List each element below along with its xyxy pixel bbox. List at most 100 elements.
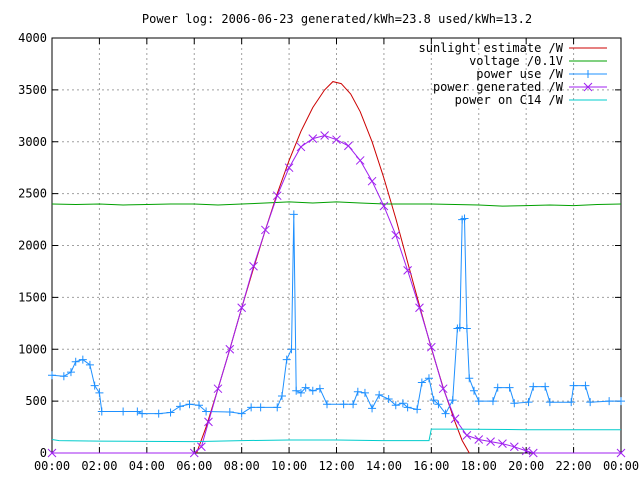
data-point — [616, 448, 626, 458]
data-point — [462, 324, 471, 333]
data-point — [202, 407, 211, 416]
data-point — [434, 400, 443, 409]
data-point — [450, 414, 460, 424]
data-point — [339, 400, 348, 409]
data-point — [438, 384, 448, 394]
data-point — [197, 442, 206, 452]
data-point — [493, 383, 502, 392]
legend-entry: sunlight estimate /W — [419, 41, 607, 55]
data-point — [441, 409, 450, 418]
x-tick-label: 22:00 — [556, 459, 592, 473]
data-point — [247, 403, 256, 412]
data-point — [398, 399, 407, 408]
x-tick-label: 20:00 — [508, 459, 544, 473]
data-point — [71, 357, 80, 366]
y-tick-label: 500 — [25, 394, 47, 408]
y-tick-label: 2000 — [18, 239, 47, 253]
x-tick-label: 02:00 — [81, 459, 117, 473]
data-point — [78, 355, 87, 364]
data-point — [509, 442, 519, 452]
data-point — [176, 402, 185, 411]
data-point — [529, 382, 538, 391]
data-point — [320, 131, 329, 140]
legend-label: voltage /0.1V — [469, 54, 563, 68]
y-tick-label: 1500 — [18, 290, 47, 304]
data-point — [332, 135, 341, 145]
data-point — [154, 409, 163, 418]
data-point — [586, 398, 595, 407]
data-point — [282, 355, 291, 364]
data-point — [569, 381, 578, 390]
y-tick-label: 4000 — [18, 31, 47, 45]
data-point — [308, 134, 318, 143]
data-point — [185, 400, 194, 409]
data-point — [261, 225, 270, 235]
data-point — [375, 390, 384, 399]
data-point — [47, 448, 57, 458]
legend-label: sunlight estimate /W — [419, 41, 564, 55]
data-point — [237, 409, 246, 418]
data-point — [353, 387, 362, 396]
y-tick-label: 3500 — [18, 83, 47, 97]
data-point — [256, 403, 265, 412]
data-point — [391, 230, 401, 240]
legend-label: power generated /W — [433, 80, 564, 94]
legend-marker — [584, 70, 592, 78]
data-point — [360, 388, 369, 397]
data-point — [194, 401, 203, 410]
data-point — [204, 417, 213, 427]
data-point — [581, 381, 590, 390]
legend-marker — [583, 82, 593, 92]
data-point — [391, 401, 400, 410]
legend-entry: power generated /W — [433, 80, 607, 94]
y-tick-label: 1000 — [18, 342, 47, 356]
data-point — [90, 381, 99, 390]
data-point — [355, 156, 365, 165]
data-point — [403, 403, 412, 412]
legend-entry: power use /W — [476, 67, 607, 81]
x-tick-label: 00:00 — [34, 459, 70, 473]
x-tick-label: 08:00 — [224, 459, 260, 473]
data-point — [289, 210, 298, 219]
data-point — [541, 382, 550, 391]
data-point — [189, 448, 199, 458]
series-line — [51, 201, 622, 207]
data-point — [498, 439, 507, 449]
data-point — [301, 383, 310, 392]
x-tick-label: 14:00 — [366, 459, 402, 473]
data-point — [429, 396, 438, 405]
series-2 — [48, 210, 625, 418]
data-point — [344, 141, 353, 151]
data-point — [545, 398, 554, 407]
data-point — [417, 378, 426, 387]
data-point — [367, 176, 377, 186]
data-point — [138, 409, 147, 418]
legend-label: power use /W — [476, 67, 563, 81]
data-point — [474, 435, 484, 444]
data-point — [415, 303, 424, 313]
data-point — [460, 214, 469, 223]
data-point — [426, 342, 436, 352]
x-tick-label: 16:00 — [413, 459, 449, 473]
data-point — [85, 360, 94, 369]
data-point — [308, 386, 317, 395]
data-point — [296, 142, 306, 152]
legend-entry: power on C14 /W — [455, 93, 607, 107]
data-point — [505, 383, 514, 392]
data-point — [462, 431, 472, 440]
data-point — [237, 303, 247, 313]
data-point — [403, 266, 412, 275]
data-point — [225, 408, 234, 417]
x-tick-label: 06:00 — [176, 459, 212, 473]
data-point — [470, 386, 479, 395]
data-point — [323, 400, 332, 409]
data-point — [272, 191, 282, 201]
data-point — [379, 201, 389, 211]
x-tick-label: 12:00 — [318, 459, 354, 473]
data-point — [97, 407, 106, 416]
x-tick-label: 04:00 — [129, 459, 165, 473]
data-point — [486, 437, 495, 446]
data-point — [213, 384, 223, 394]
